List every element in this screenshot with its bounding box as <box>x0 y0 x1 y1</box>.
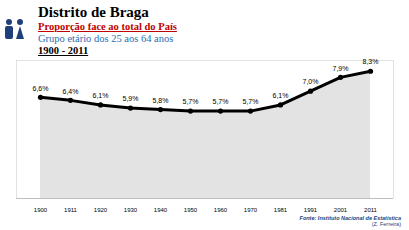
svg-text:1900: 1900 <box>34 207 48 213</box>
svg-text:1920: 1920 <box>94 207 108 213</box>
html-text:(Z. Ferreira): (Z. Ferreira) <box>371 221 401 228</box>
svg-text:1970: 1970 <box>244 207 258 213</box>
svg-text:1940: 1940 <box>154 207 168 213</box>
svg-text:7,0%: 7,0% <box>303 78 319 85</box>
svg-text:1930: 1930 <box>124 207 138 213</box>
svg-text:5,7%: 5,7% <box>243 98 259 105</box>
svg-text:8,3%: 8,3% <box>363 58 379 65</box>
svg-text:6,6%: 6,6% <box>33 85 49 92</box>
svg-text:5,7%: 5,7% <box>183 98 199 105</box>
svg-text:6,1%: 6,1% <box>93 92 109 99</box>
svg-text:1991: 1991 <box>304 207 318 213</box>
svg-text:1911: 1911 <box>64 207 78 213</box>
html-text:1900 - 2011: 1900 - 2011 <box>38 45 89 57</box>
html-text:Fonte: Instituto Nacional de E: Fonte: Instituto Nacional de Estatística <box>299 214 401 221</box>
svg-text:7,9%: 7,9% <box>333 65 349 72</box>
html-text:Distrito de Braga: Distrito de Braga <box>38 4 149 20</box>
svg-text:5,7%: 5,7% <box>213 98 229 105</box>
svg-text:1950: 1950 <box>184 207 198 213</box>
svg-text:6,1%: 6,1% <box>273 92 289 99</box>
html-text:Grupo etário dos 25 aos 64 ano: Grupo etário dos 25 aos 64 anos <box>38 33 174 45</box>
html-text:Proporção face ao total do Paí: Proporção face ao total do País <box>38 21 177 33</box>
svg-text:1981: 1981 <box>274 207 288 213</box>
svg-text:1960: 1960 <box>214 207 228 213</box>
svg-text:5,9%: 5,9% <box>123 95 139 102</box>
svg-text:6,4%: 6,4% <box>63 88 79 95</box>
svg-text:2011: 2011 <box>364 207 378 213</box>
svg-text:2001: 2001 <box>334 207 348 213</box>
svg-text:5,8%: 5,8% <box>153 97 169 104</box>
